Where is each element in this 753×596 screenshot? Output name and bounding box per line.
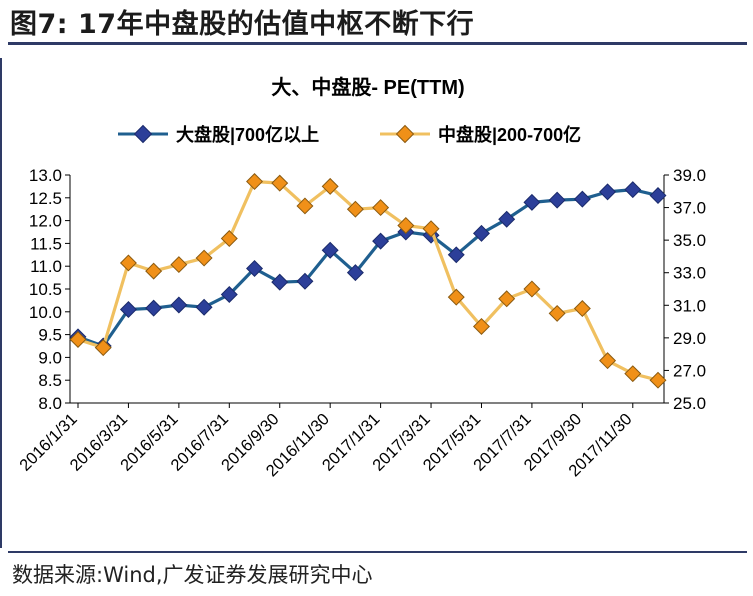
legend-label-large-cap: 大盘股|700亿以上 bbox=[176, 124, 319, 145]
data-point-mid-cap bbox=[195, 249, 213, 267]
data-point-mid-cap bbox=[321, 177, 339, 195]
y-left-tick-label: 11.5 bbox=[30, 234, 62, 253]
data-point-mid-cap bbox=[220, 230, 238, 247]
data-point-mid-cap bbox=[119, 254, 137, 272]
data-point-large-cap bbox=[599, 183, 617, 201]
data-point-mid-cap bbox=[397, 217, 415, 234]
data-point-large-cap bbox=[119, 301, 137, 319]
data-point-mid-cap bbox=[69, 331, 87, 348]
data-point-mid-cap bbox=[145, 262, 163, 280]
data-point-mid-cap bbox=[422, 220, 440, 238]
y-right-tick-label: 37.0 bbox=[673, 199, 706, 218]
axes: 8.0 8.5 9.0 9.5 10.0 10.5 11.0 11.5 12.0 12.5 13.0… bbox=[29, 166, 706, 413]
data-point-mid-cap bbox=[346, 200, 364, 218]
data-point-mid-cap bbox=[170, 256, 188, 274]
data-point-mid-cap bbox=[246, 173, 264, 190]
data-point-mid-cap bbox=[447, 288, 465, 306]
data-point-mid-cap bbox=[599, 352, 617, 370]
data-point-large-cap bbox=[548, 191, 566, 209]
chart-title: 大、中盘股- PE(TTM) bbox=[271, 75, 464, 99]
y-right-tick-label: 29.0 bbox=[673, 329, 706, 348]
y-left-tick-label: 10.0 bbox=[29, 303, 62, 322]
y-right-tick-label: 31.0 bbox=[673, 296, 706, 315]
data-point-mid-cap bbox=[472, 317, 490, 335]
y-right-tick-label: 35.0 bbox=[673, 231, 706, 250]
data-point-mid-cap bbox=[649, 371, 667, 389]
y-left-tick-label: 12.0 bbox=[29, 212, 62, 231]
data-point-large-cap bbox=[447, 246, 465, 264]
legend-item-mid-cap[interactable]: 中盘股|200-700亿 bbox=[380, 124, 581, 145]
y-right-tick-label: 27.0 bbox=[673, 361, 706, 380]
series-line-mid-cap bbox=[77, 179, 659, 382]
y-left-tick-label: 10.5 bbox=[29, 280, 62, 299]
y-left-tick-label: 8.0 bbox=[38, 394, 62, 413]
top-rule bbox=[8, 42, 747, 45]
data-point-large-cap bbox=[346, 264, 364, 282]
data-point-mid-cap bbox=[523, 280, 541, 298]
data-point-large-cap bbox=[170, 296, 188, 314]
legend: 大盘股|700亿以上 中盘股|200-700亿 bbox=[118, 124, 581, 145]
source-note: 数据来源:Wind,广发证券发展研究中心 bbox=[12, 563, 373, 587]
series-area bbox=[69, 173, 667, 389]
data-point-large-cap bbox=[145, 299, 163, 317]
data-point-large-cap bbox=[523, 193, 541, 211]
data-point-large-cap bbox=[649, 187, 667, 205]
data-point-large-cap bbox=[472, 224, 490, 242]
data-point-large-cap bbox=[220, 285, 238, 303]
data-point-mid-cap bbox=[624, 365, 642, 383]
data-point-large-cap bbox=[296, 272, 314, 290]
data-point-large-cap bbox=[195, 298, 213, 316]
bottom-rule bbox=[8, 551, 747, 553]
data-point-mid-cap bbox=[271, 174, 289, 192]
data-point-mid-cap bbox=[372, 199, 390, 217]
legend-label-mid-cap: 中盘股|200-700亿 bbox=[438, 124, 581, 145]
y-left-tick-label: 13.0 bbox=[29, 166, 62, 185]
y-left-tick-label: 12.5 bbox=[29, 189, 62, 208]
figure-title-text: 17年中盘股的估值中枢不断下行 bbox=[78, 9, 475, 40]
legend-item-large-cap[interactable]: 大盘股|700亿以上 bbox=[118, 124, 319, 145]
data-point-mid-cap bbox=[498, 290, 516, 308]
data-point-large-cap bbox=[246, 259, 264, 277]
y-right-tick-label: 33.0 bbox=[673, 264, 706, 283]
y-right-tick-label: 39.0 bbox=[673, 166, 706, 185]
y-right-tick-label: 25.0 bbox=[673, 394, 706, 413]
side-rule bbox=[0, 58, 2, 548]
y-left-tick-label: 9.5 bbox=[38, 326, 62, 345]
data-point-mid-cap bbox=[94, 339, 112, 357]
data-point-large-cap bbox=[271, 273, 289, 291]
data-point-large-cap bbox=[321, 241, 339, 259]
data-point-mid-cap bbox=[296, 197, 314, 215]
legend-swatch-marker-mid-cap bbox=[395, 124, 415, 144]
x-axis-tick-labels: 2016/1/312016/3/312016/5/312016/7/312016… bbox=[16, 410, 635, 480]
y-left-tick-label: 11.0 bbox=[30, 257, 62, 276]
figure-title: 图7: 17年中盘股的估值中枢不断下行 bbox=[10, 2, 474, 41]
data-point-large-cap bbox=[624, 181, 642, 199]
data-point-large-cap bbox=[372, 232, 390, 250]
data-point-large-cap bbox=[498, 210, 516, 228]
figure-label: 图7: bbox=[10, 9, 69, 40]
data-point-mid-cap bbox=[573, 300, 591, 318]
data-point-large-cap bbox=[573, 190, 591, 208]
data-point-mid-cap bbox=[548, 304, 566, 322]
series-mid-cap bbox=[69, 173, 667, 389]
pe-line-chart: 大、中盘股- PE(TTM) 大盘股|700亿以上 中盘股|200-700亿 8… bbox=[16, 75, 706, 480]
legend-swatch-marker-large-cap bbox=[133, 124, 153, 144]
y-left-tick-label: 8.5 bbox=[38, 371, 62, 390]
y-left-tick-label: 9.0 bbox=[38, 348, 62, 367]
